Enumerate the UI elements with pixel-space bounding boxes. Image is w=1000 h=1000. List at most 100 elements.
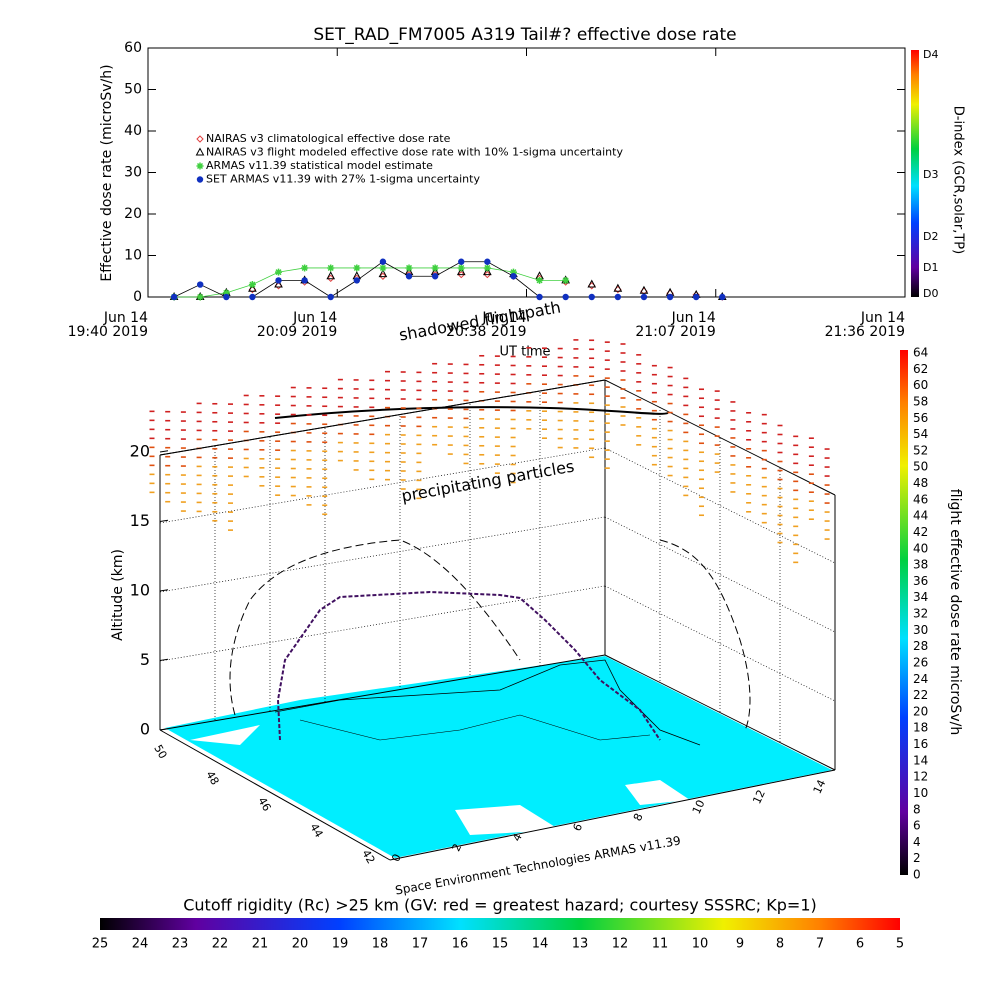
colorbar-tick-label: 25 [92,937,109,952]
y-tick-label: 10 [124,248,142,264]
colorbar-tick-label: 6 [856,937,864,952]
data-point [223,293,230,301]
x-tick-label: 20:38 2019 [446,324,526,340]
data-point [536,293,543,301]
lon-tick-label: 4 [510,832,525,844]
series-line [174,267,566,298]
data-point [353,277,361,284]
colorbar-tick-label: 28 [913,639,928,653]
lon-tick-label: 0 [389,852,404,864]
data-point [587,279,597,288]
map-sea [190,725,260,745]
data-point [457,270,465,279]
colorbar-tick-label: 4 [913,835,921,849]
x-tick-label: Jun 14 [671,310,716,326]
data-point [509,268,517,276]
scene-3d [149,339,836,861]
colorbar-tick-label: 58 [913,394,928,408]
colorbar-tick-label: 18 [372,937,389,952]
colorbar-tick-label: 5 [896,937,904,952]
colorbar-tick-label: 56 [913,411,928,425]
colorbar-tick-label: 13 [572,937,589,952]
legend-label: SET ARMAS v11.39 with 27% 1-sigma uncert… [206,173,480,186]
colorbar-tick-label: 40 [913,541,928,555]
data-point [613,283,623,292]
data-point [458,258,465,265]
data-point [562,293,569,301]
z-tick [159,519,169,522]
colorbar-tick-label: 36 [913,574,928,588]
flightpath-shadow [274,406,669,419]
legend-symbol [196,176,204,183]
data-point [326,271,336,280]
legend-symbol [196,135,204,143]
colorbar-tick-label: 60 [913,378,928,392]
data-point [588,293,595,301]
colorbar-tick-label: 24 [132,937,149,952]
z-tick [159,728,169,731]
data-point [431,273,439,280]
y-axis-label: Effective dose rate (microSv/h) [99,64,115,281]
colorbar-label: flight effective dose rate microSv/h [947,489,963,735]
y-tick-label: 0 [133,289,142,305]
colorbar-tick-label: 21 [252,937,269,952]
legend-label: NAIRAS v3 flight modeled effective dose … [206,146,623,159]
chart-title: SET_RAD_FM7005 A319 Tail#? effective dos… [313,25,736,45]
lat-tick-label: 48 [203,769,221,788]
lat-tick-label: 50 [151,742,169,761]
data-point [301,277,308,284]
colorbar-tick-label: 10 [913,786,928,800]
data-point [196,293,204,301]
lon-tick-label: 12 [750,788,768,806]
x-tick-label: Jun 14 [103,310,148,326]
colorbar-tick-label: 19 [332,937,349,952]
data-point [456,267,466,276]
map-land [165,656,832,858]
colorbar-label: Cutoff rigidity (Rc) >25 km (GV: red = g… [183,896,817,915]
data-point [457,264,465,272]
colorbar-tick-label: 0 [913,868,921,882]
data-point [379,272,387,280]
data-point [197,281,204,288]
lat-tick-label: 42 [359,847,377,866]
z-tick [159,658,169,661]
x-tick-label: 21:36 2019 [825,324,905,340]
colorbar-tick-label: 9 [736,937,744,952]
colorbar-tick-label: 2 [913,851,921,865]
colorbar-tick-label: 30 [913,623,928,637]
lon-tick-label: 10 [690,798,708,816]
colorbar-tick-label: 12 [913,770,928,784]
colorbar-tick-label: 20 [913,704,928,718]
z-tick [159,450,169,453]
colorbar-tick-label: D3 [923,168,938,181]
colorbar-tick-label: 24 [913,672,928,686]
data-point [248,283,257,292]
z-axis-label: Altitude (km) [110,549,126,641]
colorbar-tick-label: 20 [292,937,309,952]
data-point [639,285,649,294]
data-point [222,289,230,297]
colorbar-tick-label: 54 [913,427,928,441]
y-tick-label: 50 [124,82,142,98]
x-tick-label: Jun 14 [860,310,905,326]
z-tick-label: 15 [130,511,150,530]
z-tick-label: 5 [140,650,150,669]
series-line [173,261,723,298]
data-point [692,293,700,301]
data-point [170,293,178,301]
data-point [301,264,309,272]
legend-label: ARMAS v11.39 statistical model estimate [206,159,433,172]
z-tick-label: 20 [130,442,150,461]
colorbar-tick-label: 17 [412,937,429,952]
data-point [275,268,283,276]
annotation: precipitating particles [400,456,576,505]
y-tick-label: 20 [124,206,142,222]
colorbar-label: D-index (GCR,solar,TP) [951,106,966,254]
lat-tick-label: 46 [255,795,273,814]
box-edge [159,379,606,456]
colorbar-tick-label: D2 [923,230,938,243]
data-point [378,269,388,278]
colorbar-tick-label: 38 [913,558,928,572]
data-point [562,276,570,284]
